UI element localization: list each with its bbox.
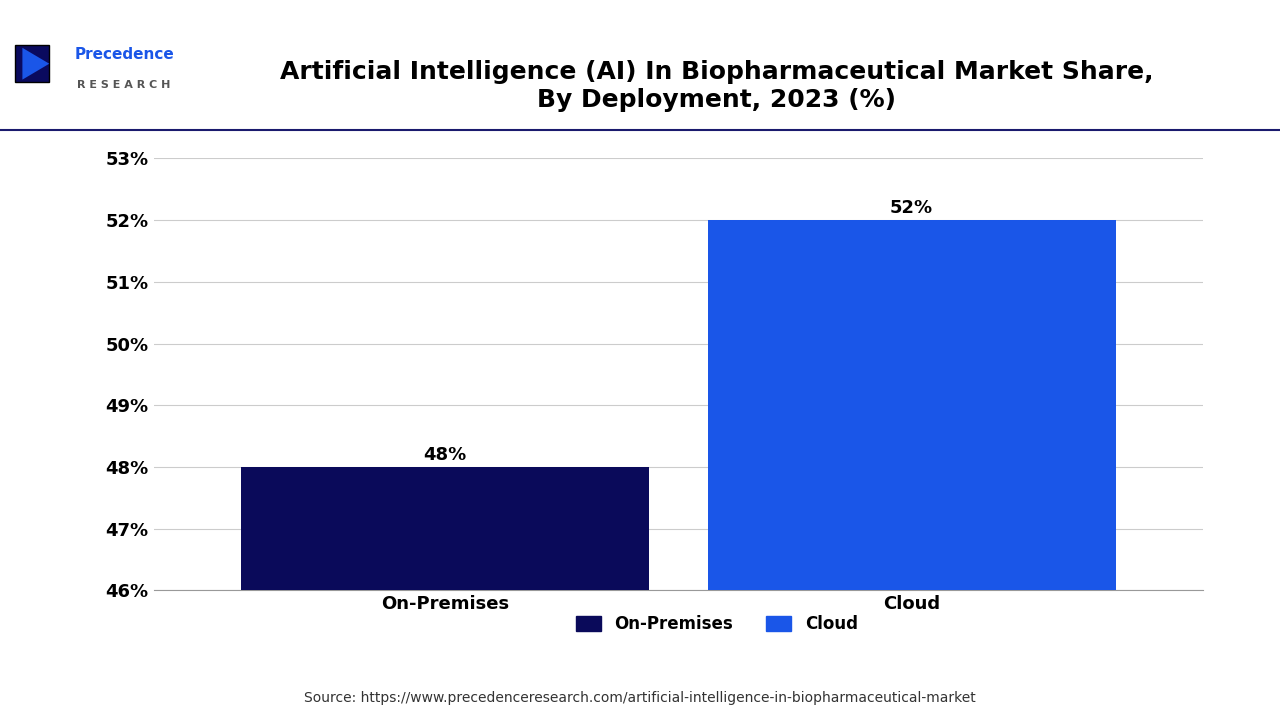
Bar: [241, 467, 649, 720]
Text: 52%: 52%: [890, 199, 933, 217]
Text: 48%: 48%: [424, 446, 467, 464]
Text: Source: https://www.precedenceresearch.com/artificial-intelligence-in-biopharmac: Source: https://www.precedenceresearch.c…: [305, 691, 975, 706]
Polygon shape: [23, 48, 50, 80]
FancyBboxPatch shape: [15, 45, 50, 83]
Text: R E S E A R C H: R E S E A R C H: [78, 80, 170, 90]
Text: Artificial Intelligence (AI) In Biopharmaceutical Market Share,
By Deployment, 2: Artificial Intelligence (AI) In Biopharm…: [280, 60, 1153, 112]
Legend: On-Premises, Cloud: On-Premises, Cloud: [570, 608, 864, 639]
Text: Precedence: Precedence: [74, 47, 174, 62]
Bar: [708, 220, 1116, 720]
